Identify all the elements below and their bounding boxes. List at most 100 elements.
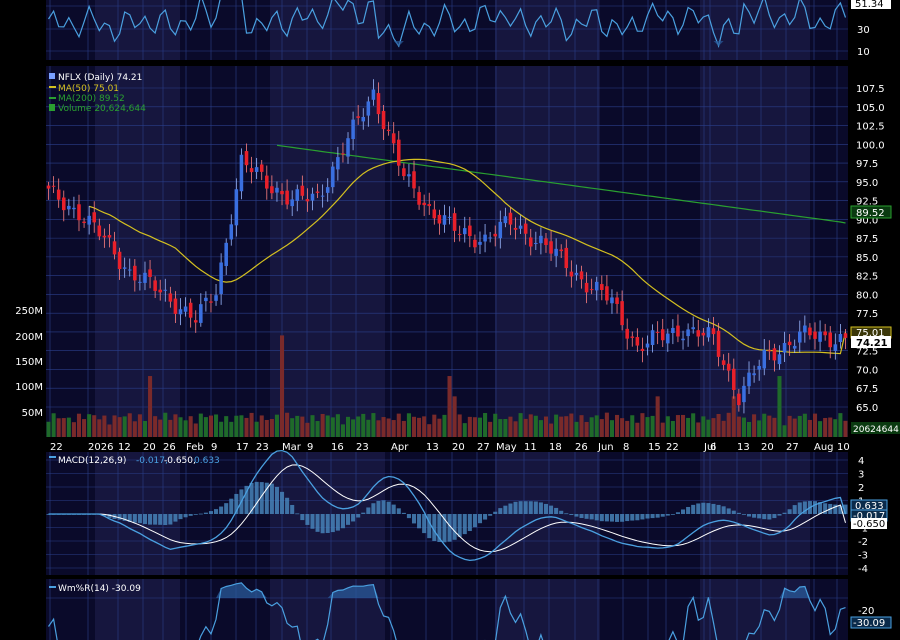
macd-histogram-bar <box>396 508 401 514</box>
price-legend: NFLX (Daily) 74.21 MA(50) 75.01 MA(200) … <box>49 73 146 114</box>
macd-tick-label: -4 <box>858 564 868 575</box>
candle-body <box>376 93 381 115</box>
macd-tag-signal: -0.650 <box>853 519 885 530</box>
candle-body <box>528 237 533 247</box>
macd-tag-hist: 0.633 <box>855 501 884 512</box>
macd-histogram-bar <box>259 482 264 514</box>
candle-body <box>391 133 396 144</box>
volume-bar <box>249 412 254 437</box>
volume-bar <box>320 413 325 437</box>
volume-bar <box>203 417 208 437</box>
volume-tick-label: 50M <box>22 408 43 419</box>
volume-bar <box>310 415 315 437</box>
candle-body <box>777 354 782 365</box>
volume-bar <box>366 419 371 437</box>
macd-histogram-bar <box>274 486 279 514</box>
volume-bar <box>46 421 51 437</box>
volume-bar <box>462 423 467 437</box>
volume-bar <box>87 414 92 437</box>
candle-body <box>534 243 538 245</box>
price-tick-label: 80.0 <box>856 290 878 301</box>
macd-histogram-bar <box>731 510 736 514</box>
volume-bar <box>630 415 635 437</box>
candle-body <box>122 267 127 269</box>
candle-body <box>397 139 401 166</box>
candle-body <box>290 199 294 207</box>
candle-body <box>77 204 81 221</box>
candle-body <box>803 325 807 333</box>
macd-histogram-bar <box>193 514 198 515</box>
volume-bar <box>726 412 731 437</box>
volume-bar <box>305 422 310 437</box>
macd-histogram-bar <box>315 514 320 532</box>
volume-bar <box>797 415 802 437</box>
macd-histogram-bar <box>391 504 396 514</box>
volume-bar <box>843 420 848 437</box>
candle-body <box>594 281 599 291</box>
date-axis: 22 2026 12 20 26 Feb 9 17 23 Mar 9 16 23 Apr 13 20 27 May… <box>0 437 900 453</box>
candle-body <box>635 337 640 346</box>
candle-body <box>305 199 310 202</box>
macd-histogram-bar <box>675 512 680 514</box>
candle-body <box>447 216 452 218</box>
macd-histogram-bar <box>361 512 366 514</box>
macd-histogram-bar <box>655 514 660 518</box>
band <box>385 66 495 437</box>
candle-body <box>442 215 447 225</box>
volume-bar <box>538 420 543 437</box>
volume-bar <box>731 396 736 437</box>
volume-bar <box>137 414 142 437</box>
candle-body <box>569 271 574 277</box>
volume-tick-label: 100M <box>15 382 43 393</box>
macd-histogram-bar <box>757 514 762 519</box>
candle-body <box>193 320 198 323</box>
macd-histogram-bar <box>584 514 589 519</box>
macd-histogram-bar <box>417 514 422 529</box>
candle-body <box>143 272 147 283</box>
candle-body <box>691 327 695 330</box>
volume-bar <box>721 420 726 437</box>
volume-bar <box>594 415 599 437</box>
macd-histogram-bar <box>736 512 741 514</box>
macd-histogram-bar <box>290 504 295 514</box>
candle-body <box>813 331 817 339</box>
macd-legend-hist: 0.633 <box>194 456 220 466</box>
volume-bar <box>665 416 670 437</box>
macd-histogram-bar <box>823 503 828 514</box>
candle-body <box>102 235 107 238</box>
volume-bar <box>345 416 351 437</box>
macd-histogram-bar <box>280 491 285 514</box>
macd-histogram-bar <box>452 514 457 540</box>
macd-histogram-bar <box>696 503 701 514</box>
macd-histogram-bar <box>564 513 569 515</box>
macd-histogram-bar <box>234 493 239 514</box>
volume-bar <box>650 415 655 437</box>
macd-histogram-bar <box>148 514 153 525</box>
date-label: 15 <box>648 442 661 453</box>
candle-body <box>239 154 244 192</box>
candle-body <box>554 248 558 256</box>
date-label: 23 <box>256 442 269 453</box>
candle-body <box>168 293 173 302</box>
date-label: 10 <box>837 442 850 453</box>
candle-body <box>224 242 228 266</box>
macd-histogram-bar <box>721 506 726 514</box>
ma200-tag-bg <box>850 205 892 219</box>
macd-histogram-bar <box>198 513 203 515</box>
candle-body <box>127 269 132 271</box>
candle-body <box>82 221 86 223</box>
price-tick-label: 95.0 <box>856 178 878 189</box>
willr-legend-swatch <box>49 586 56 588</box>
macd-histogram-bar <box>665 514 670 516</box>
candle-body <box>473 239 477 248</box>
candle-body <box>331 166 335 188</box>
volume-bar <box>503 418 508 437</box>
macd-histogram-bar <box>457 514 462 537</box>
volume-bar <box>432 414 437 437</box>
willr-panel: Wm%R(14) -30.09 -20 -30.09 <box>46 579 892 640</box>
volume-bar <box>280 335 285 437</box>
macd-histogram-bar <box>609 514 614 522</box>
volume-bar <box>274 414 279 437</box>
volume-bar <box>335 414 340 437</box>
